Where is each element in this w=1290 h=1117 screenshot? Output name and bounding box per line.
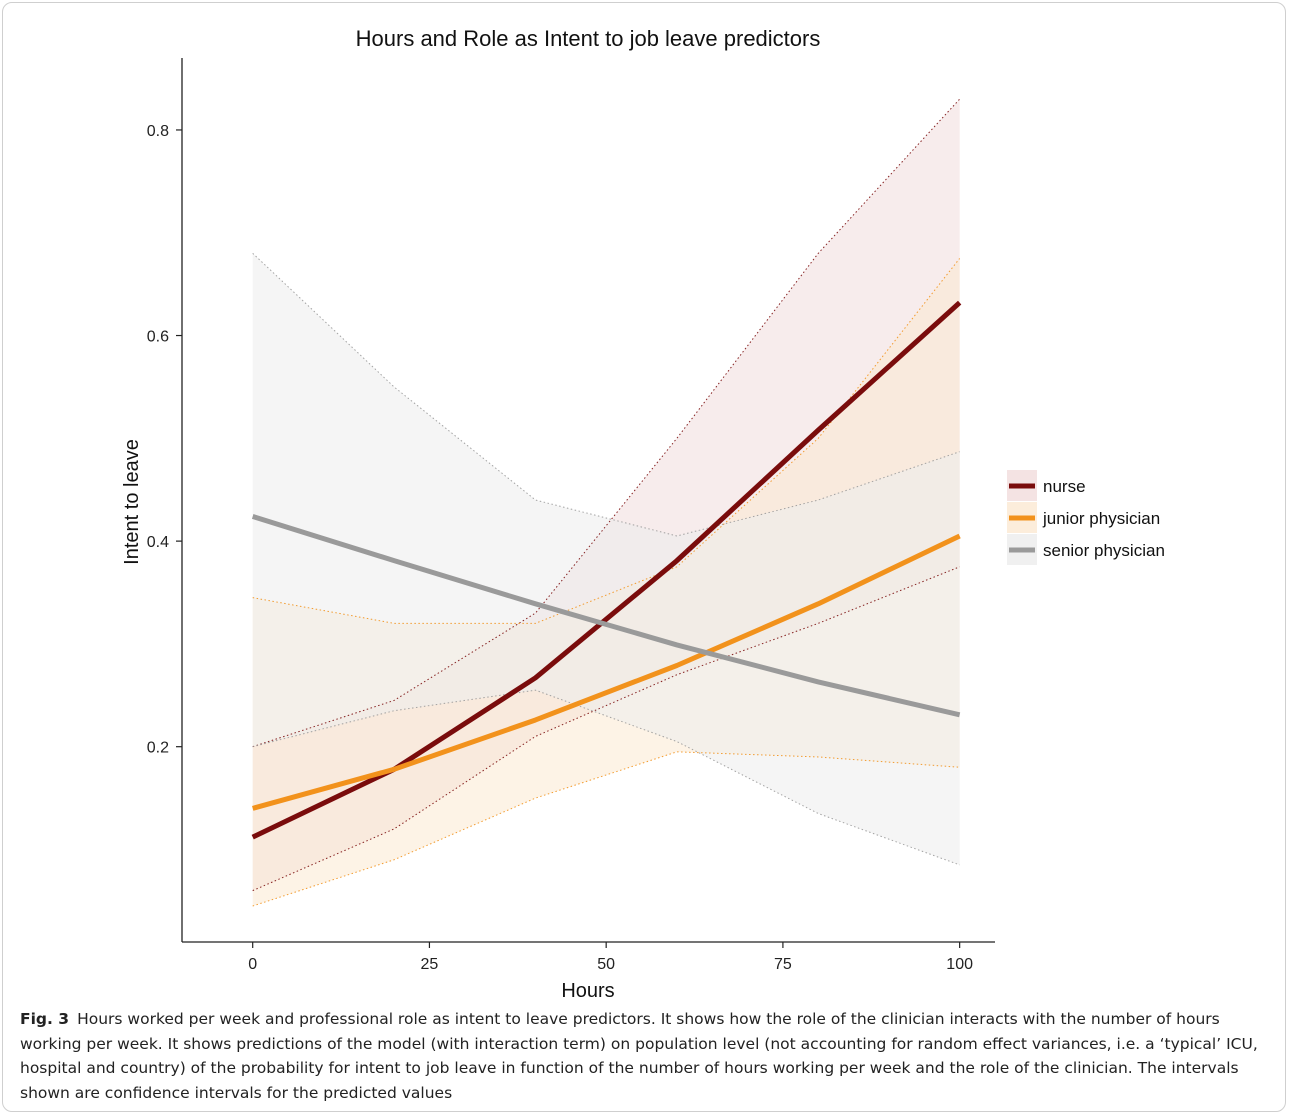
legend-label: nurse (1043, 477, 1086, 496)
chart: Hours and Role as Intent to job leave pr… (121, 26, 1165, 1000)
x-tick-label: 0 (248, 956, 257, 973)
y-tick-label: 0.8 (147, 123, 169, 140)
y-tick-label: 0.2 (147, 740, 169, 757)
chart-title: Hours and Role as Intent to job leave pr… (356, 26, 821, 51)
ci-band-senior-physician (252, 253, 960, 865)
caption-label: Fig. 3 (20, 1010, 70, 1028)
ci-upper-senior-physician (252, 252, 960, 537)
caption-text: Hours worked per week and professional r… (20, 1010, 1258, 1102)
ci-lower-nurse (252, 566, 960, 892)
figure-caption: Fig. 3 Hours worked per week and professi… (20, 1007, 1270, 1105)
legend: nurse junior physician senior physician (1007, 470, 1165, 565)
legend-item-junior-physician: junior physician (1007, 502, 1160, 533)
line-nurse (251, 300, 962, 840)
legend-label: senior physician (1043, 541, 1165, 560)
legend-item-nurse: nurse (1007, 470, 1086, 501)
series-lines (251, 300, 962, 840)
legend-item-senior-physician: senior physician (1007, 534, 1165, 565)
x-tick-label: 100 (946, 956, 973, 973)
y-axis-label: Intent to leave (121, 439, 143, 565)
line-junior-physician (252, 533, 961, 811)
ci-upper-junior-physician (252, 258, 961, 624)
legend-label: junior physician (1042, 509, 1160, 528)
x-tick-label: 75 (774, 956, 792, 973)
line-senior-physician (251, 514, 961, 718)
x-tick-label: 25 (421, 956, 439, 973)
x-axis-label: Hours (561, 980, 614, 1000)
x-tick-label: 50 (597, 956, 615, 973)
y-tick-label: 0.4 (147, 534, 169, 551)
axes: 0 25 50 75 100 0.2 0.4 0.6 0.8 (147, 58, 995, 973)
confidence-bounds (252, 98, 961, 907)
ci-lower-junior-physician (252, 751, 960, 907)
y-tick-label: 0.6 (147, 329, 169, 346)
